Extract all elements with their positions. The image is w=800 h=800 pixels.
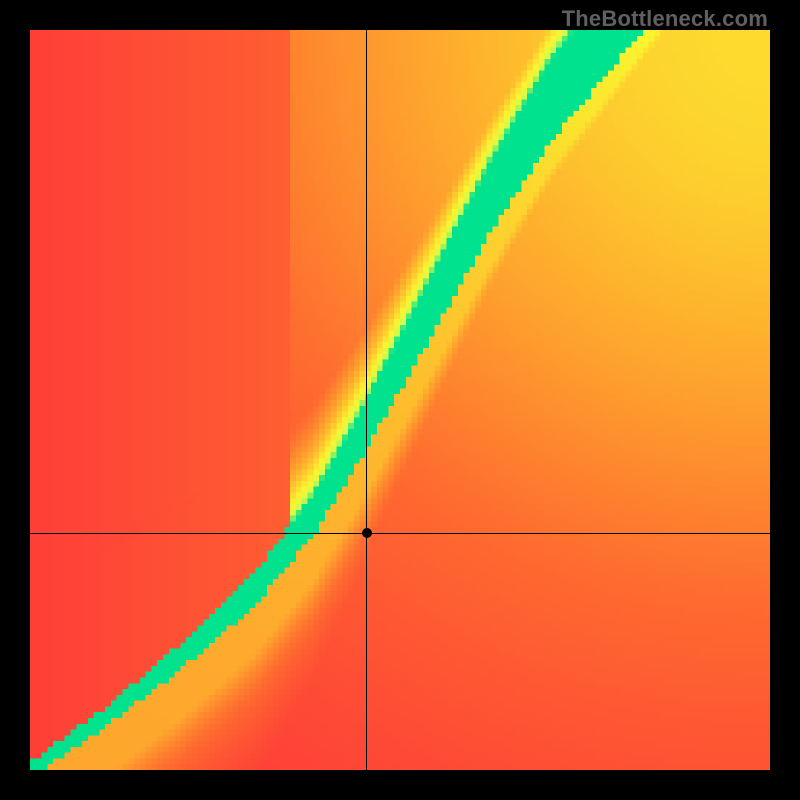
crosshair-marker — [362, 528, 372, 538]
watermark: TheBottleneck.com — [562, 6, 768, 32]
bottleneck-heatmap — [30, 30, 770, 770]
crosshair-horizontal — [30, 533, 770, 534]
chart-container: { "watermark": { "text": "TheBottleneck.… — [0, 0, 800, 800]
crosshair-vertical — [366, 30, 367, 770]
